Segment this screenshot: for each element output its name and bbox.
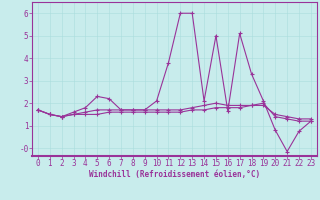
X-axis label: Windchill (Refroidissement éolien,°C): Windchill (Refroidissement éolien,°C) (89, 170, 260, 179)
